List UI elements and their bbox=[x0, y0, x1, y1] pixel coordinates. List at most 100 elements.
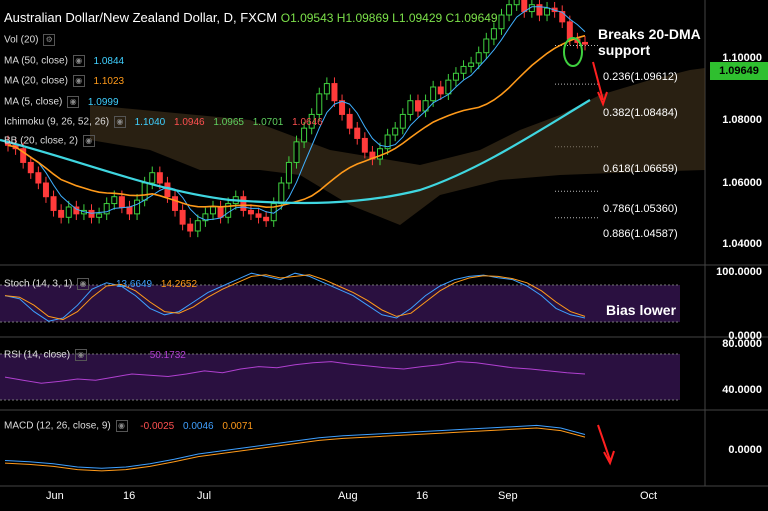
candle bbox=[88, 209, 95, 218]
candle bbox=[566, 21, 573, 40]
ichimoku-indicator[interactable]: Ichimoku (9, 26, 52, 26) ◉ 1.1040 1.0946… bbox=[4, 116, 323, 128]
settings-icon[interactable]: ⚙ bbox=[43, 34, 56, 46]
eye-icon[interactable]: ◉ bbox=[77, 278, 90, 290]
current-price-tag: 1.09649 bbox=[710, 62, 768, 80]
fib-label-0786: 0.786(1.05360) bbox=[603, 203, 678, 215]
candle bbox=[483, 38, 490, 54]
macd-hist-value: -0.0025 bbox=[140, 420, 175, 432]
ma5-indicator[interactable]: MA (5, close) ◉ 1.0999 bbox=[4, 96, 119, 108]
candle bbox=[445, 79, 452, 95]
stoch-d-value: 14.2652 bbox=[160, 278, 198, 290]
candle bbox=[42, 182, 49, 198]
candle bbox=[377, 148, 384, 160]
candle bbox=[544, 7, 551, 16]
candle bbox=[194, 220, 201, 232]
eye-icon[interactable]: ◉ bbox=[67, 96, 80, 108]
x-tick: 16 bbox=[416, 490, 429, 502]
eye-icon[interactable]: ◉ bbox=[115, 420, 128, 432]
candle bbox=[134, 199, 141, 215]
candle bbox=[172, 196, 179, 211]
eye-icon[interactable]: ◉ bbox=[72, 75, 85, 87]
candle bbox=[27, 161, 34, 174]
candle bbox=[156, 172, 163, 184]
chart-title: Australian Dollar/New Zealand Dollar, D,… bbox=[4, 10, 498, 25]
rsi-tick-80: 80.0000 bbox=[722, 338, 762, 350]
candle bbox=[506, 4, 513, 16]
candle bbox=[126, 206, 133, 215]
candle bbox=[308, 113, 315, 129]
candle bbox=[559, 11, 566, 23]
chart-title-text: Australian Dollar/New Zealand Dollar, D,… bbox=[4, 10, 278, 25]
candle bbox=[498, 14, 505, 30]
stoch-tick-100: 100.0000 bbox=[716, 266, 762, 278]
ma20-line bbox=[7, 34, 586, 209]
candle bbox=[521, 0, 528, 13]
ma5-label: MA (5, close) bbox=[4, 96, 63, 108]
macd-line bbox=[4, 424, 586, 469]
rsi-line bbox=[4, 361, 586, 384]
ma5-value: 1.0999 bbox=[87, 96, 119, 108]
candle bbox=[118, 196, 125, 208]
ma50-label: MA (50, close) bbox=[4, 55, 68, 67]
ichimoku-value-1: 1.1040 bbox=[134, 116, 166, 128]
price-tick: 1.06000 bbox=[722, 177, 762, 189]
candle bbox=[361, 137, 368, 153]
macd-tick-0: 0.0000 bbox=[728, 444, 762, 456]
vol-label: Vol (20) bbox=[4, 34, 39, 46]
bb-label: BB (20, close, 2) bbox=[4, 135, 78, 147]
candle bbox=[263, 216, 270, 222]
macd-down-arrow bbox=[597, 424, 611, 461]
candle bbox=[346, 113, 353, 129]
rsi-tick-40: 40.0000 bbox=[722, 384, 762, 396]
macd-down-arrow-head bbox=[603, 450, 615, 466]
candle bbox=[58, 209, 65, 218]
ma20-value: 1.1023 bbox=[93, 75, 125, 87]
bb-indicator[interactable]: BB (20, close, 2) ◉ bbox=[4, 135, 95, 147]
candle bbox=[50, 196, 57, 211]
candle bbox=[65, 206, 72, 218]
ma50-indicator[interactable]: MA (50, close) ◉ 1.0844 bbox=[4, 55, 124, 67]
ichimoku-value-3: 1.0965 bbox=[213, 116, 244, 128]
x-tick: Jul bbox=[197, 490, 212, 502]
candle bbox=[414, 100, 421, 112]
ichimoku-label: Ichimoku (9, 26, 52, 26) bbox=[4, 116, 110, 128]
candle bbox=[460, 65, 467, 74]
annotation-bias: Bias lower bbox=[606, 302, 677, 318]
macd-label: MACD (12, 26, close, 9) bbox=[4, 420, 111, 432]
candle bbox=[399, 113, 406, 129]
ichimoku-cloud bbox=[90, 68, 705, 225]
candle bbox=[384, 134, 391, 150]
rsi-value: 50.1732 bbox=[149, 349, 186, 361]
ichimoku-value-2: 1.0946 bbox=[174, 116, 205, 128]
candle bbox=[392, 127, 399, 136]
candle bbox=[354, 127, 361, 139]
eye-icon[interactable]: ◉ bbox=[74, 349, 87, 361]
eye-icon[interactable]: ◉ bbox=[113, 116, 126, 128]
candle bbox=[103, 203, 110, 215]
stoch-d-line bbox=[4, 274, 586, 321]
candle bbox=[331, 83, 338, 102]
candle bbox=[111, 196, 118, 205]
candle bbox=[468, 62, 475, 67]
x-tick: Jun bbox=[46, 490, 64, 502]
ma20-indicator[interactable]: MA (20, close) ◉ 1.1023 bbox=[4, 75, 124, 87]
candle bbox=[437, 86, 444, 95]
vol-indicator[interactable]: Vol (20) ⚙ bbox=[4, 34, 56, 46]
stoch-header: Stoch (14, 3, 1) ◉ 13.6649 14.2652 bbox=[4, 278, 197, 290]
candle bbox=[270, 203, 277, 222]
candle bbox=[407, 100, 414, 115]
fib-label-0886: 0.886(1.04587) bbox=[603, 228, 678, 240]
candle bbox=[202, 213, 209, 222]
annotation-breaks: Breaks 20-DMA support bbox=[598, 26, 701, 58]
candle bbox=[209, 206, 216, 215]
ma20-label: MA (20, close) bbox=[4, 75, 68, 87]
candle bbox=[339, 100, 346, 115]
eye-icon[interactable]: ◉ bbox=[72, 55, 85, 67]
ohlc-values: O1.09543 H1.09869 L1.09429 C1.09649 bbox=[280, 11, 498, 25]
fib-label-0236: 0.236(1.09612) bbox=[603, 71, 678, 83]
x-tick: Aug bbox=[338, 490, 358, 502]
candle bbox=[187, 223, 194, 232]
candle bbox=[536, 4, 543, 16]
eye-icon[interactable]: ◉ bbox=[82, 135, 95, 147]
